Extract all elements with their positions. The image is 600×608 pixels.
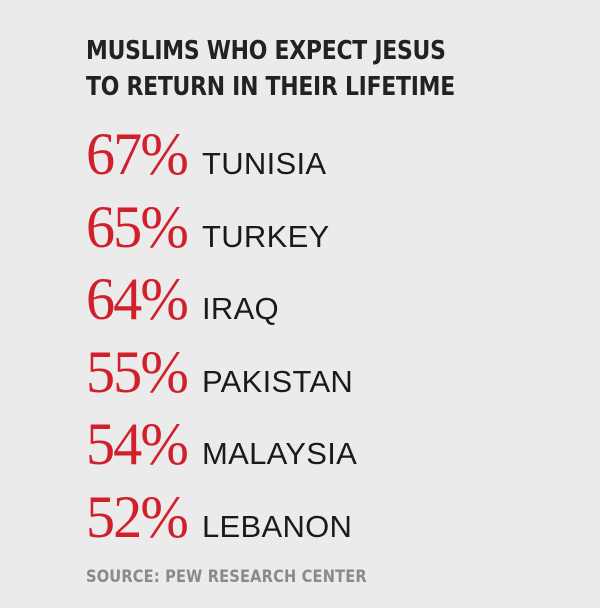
country-label: IRAQ — [201, 291, 279, 326]
country-label: MALAYSIA — [201, 436, 358, 471]
stat-row: 55% PAKISTAN — [86, 336, 586, 409]
percent-value: 65% — [86, 193, 189, 260]
source-note: SOURCE: PEW RESEARCH CENTER — [86, 567, 367, 587]
country-label: LEBANON — [201, 508, 353, 544]
percent-value: 54% — [86, 411, 189, 477]
chart-title-line-1: MUSLIMS WHO EXPECT JESUS — [86, 36, 446, 66]
stat-row: 64% IRAQ — [86, 263, 586, 336]
stat-row: 67% TUNISIA — [86, 118, 586, 191]
percent-value: 55% — [86, 338, 189, 405]
stat-row: 54% MALAYSIA — [86, 408, 586, 481]
percent-value: 67% — [86, 121, 189, 187]
percent-value: 64% — [86, 266, 189, 332]
stat-list: 67% TUNISIA 65% TURKEY 64% IRAQ 55% PAKISTAN 54%… — [86, 118, 586, 553]
country-label: TURKEY — [201, 218, 330, 254]
percent-value: 52% — [86, 483, 189, 550]
chart-title-line-2: TO RETURN IN THEIR LIFETIME — [86, 72, 455, 102]
country-label: TUNISIA — [201, 146, 327, 181]
stat-row: 52% LEBANON — [86, 481, 586, 554]
stat-row: 65% TURKEY — [86, 191, 586, 264]
chart-title: MUSLIMS WHO EXPECT JESUS TO RETURN IN TH… — [86, 33, 499, 105]
country-label: PAKISTAN — [201, 363, 354, 399]
